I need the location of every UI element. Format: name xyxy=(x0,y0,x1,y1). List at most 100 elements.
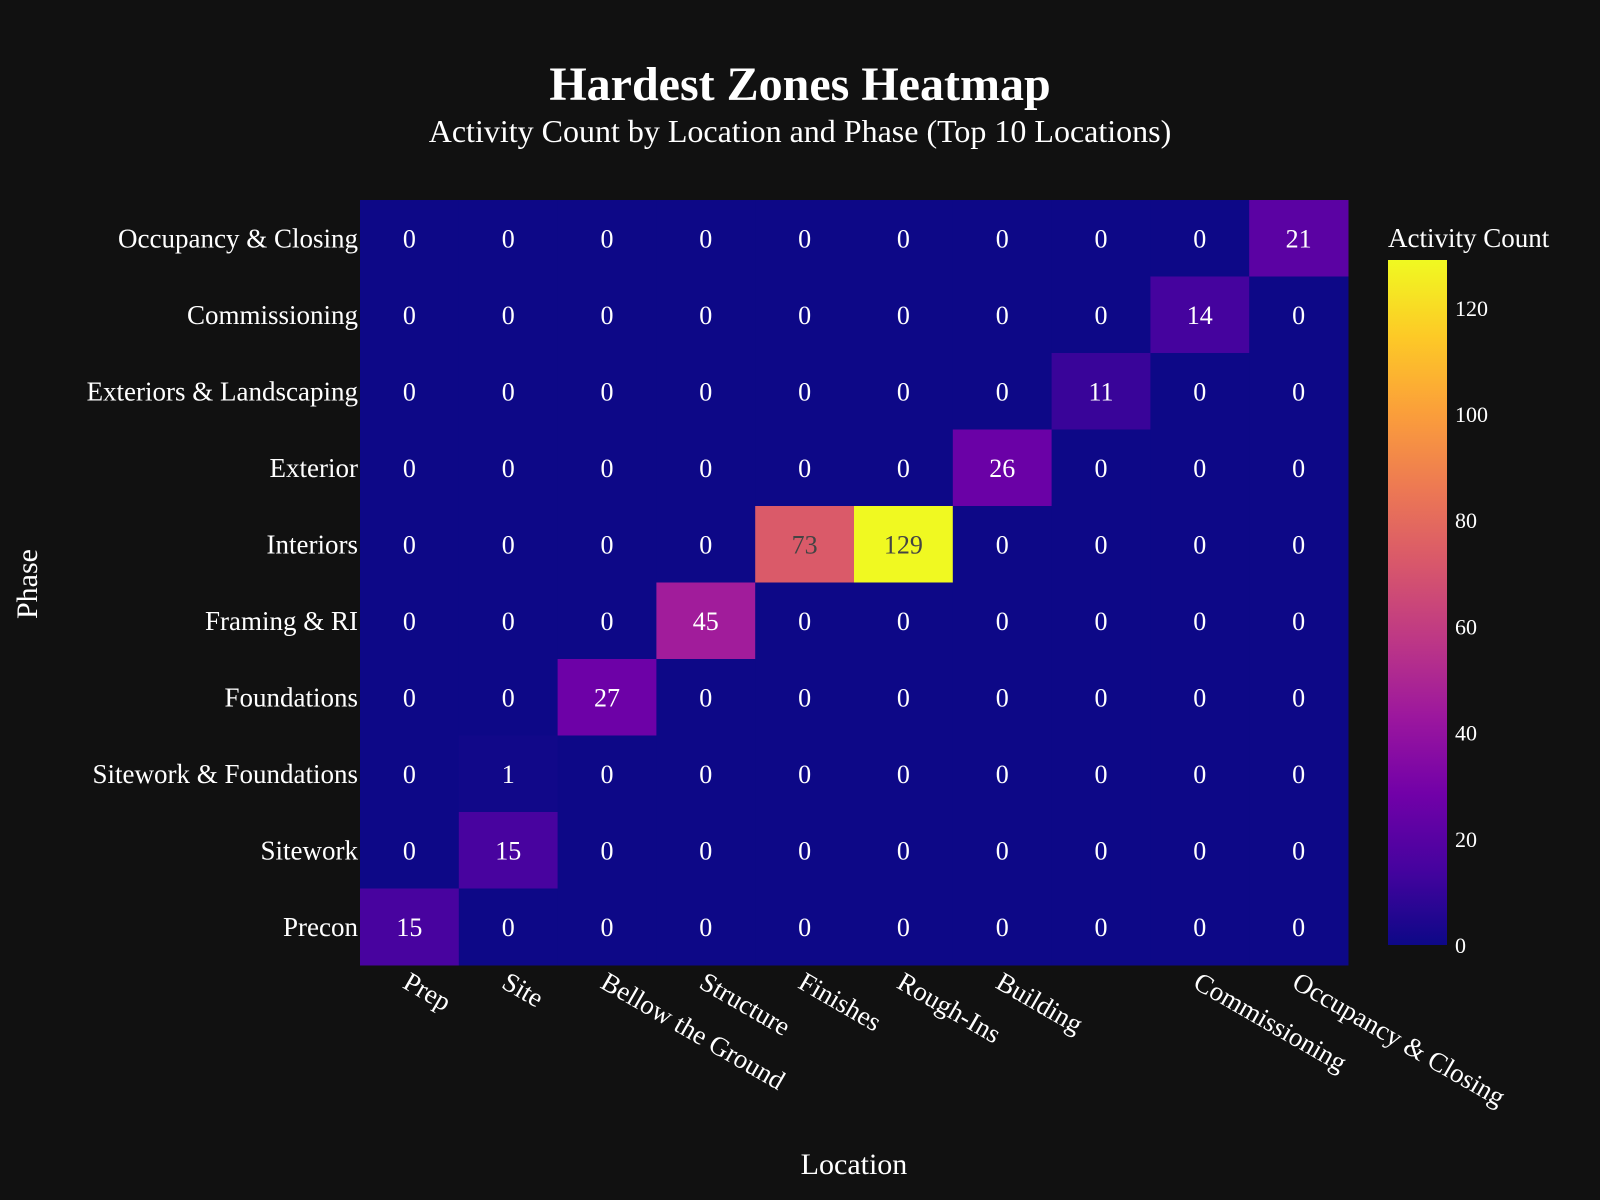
cell-value-label: 0 xyxy=(1095,607,1108,636)
colorbar-ticks: 0 20 40 60 80 100 120 xyxy=(1455,296,1488,958)
cell-value-label: 0 xyxy=(897,836,910,865)
cell-value-label: 0 xyxy=(798,913,811,942)
cell-value-label: 0 xyxy=(699,377,712,406)
cell-value-label: 15 xyxy=(495,836,521,865)
heatmap-cell xyxy=(1051,353,1151,430)
heatmap-cell xyxy=(1051,888,1151,966)
y-tick-label: Precon xyxy=(283,912,358,942)
cell-value-label: 0 xyxy=(798,607,811,636)
cell-value-label: 0 xyxy=(502,913,515,942)
cell-value-label: 0 xyxy=(502,530,515,559)
cell-value-label: 0 xyxy=(502,301,515,330)
heatmap-cell xyxy=(854,276,954,354)
heatmap-cell xyxy=(952,429,1053,507)
cell-value-label: 0 xyxy=(1193,224,1206,253)
cell-value-label: 0 xyxy=(1193,836,1206,865)
heatmap-cell xyxy=(1051,735,1151,813)
x-tick-label: Finishes xyxy=(794,966,887,1037)
cell-value-label: 0 xyxy=(1292,913,1305,942)
cell-value-label: 0 xyxy=(996,683,1009,712)
heatmap-cell xyxy=(952,506,1053,583)
heatmap-cell xyxy=(1150,735,1250,813)
heatmap-cell xyxy=(360,659,460,736)
cell-value-label: 0 xyxy=(1193,454,1206,483)
cell-value-label: 0 xyxy=(996,224,1009,253)
cell-value-label: 0 xyxy=(1095,836,1108,865)
cell-value-label: 0 xyxy=(996,530,1009,559)
cell-value-label: 0 xyxy=(601,301,614,330)
heatmap-cell xyxy=(360,506,460,583)
heatmap-cell xyxy=(656,429,756,507)
heatmap-cell xyxy=(854,582,954,660)
heatmap-cell xyxy=(656,582,756,660)
cell-value-label: 0 xyxy=(502,607,515,636)
heatmap-cell xyxy=(1051,200,1151,277)
heatmap-cell xyxy=(1051,582,1151,660)
heatmap-cell xyxy=(656,276,756,354)
heatmap-cell xyxy=(458,429,559,507)
cell-value-label: 0 xyxy=(601,760,614,789)
heatmap-cell xyxy=(557,812,657,889)
heatmap-cell xyxy=(1051,429,1151,507)
heatmap-cell xyxy=(755,812,855,889)
heatmap-cell xyxy=(952,735,1053,813)
colorbar-tick-label: 0 xyxy=(1455,933,1466,958)
heatmap-cell xyxy=(854,888,954,966)
cell-value-label: 14 xyxy=(1187,301,1213,330)
cell-value-label: 0 xyxy=(897,377,910,406)
cell-value-label: 0 xyxy=(1193,607,1206,636)
y-tick-label: Occupancy & Closing xyxy=(118,223,358,253)
heatmap-cell xyxy=(458,353,559,430)
heatmap-cell xyxy=(854,506,954,583)
heatmap-cell xyxy=(557,888,657,966)
cell-value-label: 0 xyxy=(699,836,712,865)
cell-value-label: 0 xyxy=(403,454,416,483)
heatmap-cell xyxy=(755,200,855,277)
heatmap-cell xyxy=(1249,582,1349,660)
heatmap-cell xyxy=(1249,506,1349,583)
cell-value-label: 0 xyxy=(897,607,910,636)
heatmap-cell xyxy=(557,735,657,813)
cell-value-label: 0 xyxy=(1193,760,1206,789)
cell-value-label: 0 xyxy=(1292,301,1305,330)
cell-value-label: 0 xyxy=(996,301,1009,330)
cell-value-label: 0 xyxy=(1095,760,1108,789)
cell-value-label: 0 xyxy=(601,530,614,559)
colorbar-tick-label: 100 xyxy=(1455,402,1488,427)
cell-value-label: 0 xyxy=(699,760,712,789)
cell-value-label: 0 xyxy=(798,454,811,483)
heatmap-cell xyxy=(854,812,954,889)
heatmap-cell xyxy=(557,353,657,430)
heatmap-cell xyxy=(1051,659,1151,736)
cell-value-label: 0 xyxy=(996,913,1009,942)
heatmap-cell xyxy=(1249,735,1349,813)
heatmap-cell xyxy=(360,888,460,966)
colorbar-title: Activity Count xyxy=(1388,223,1550,253)
heatmap-cell xyxy=(1150,200,1250,277)
cell-value-label: 0 xyxy=(1292,836,1305,865)
heatmap-cell xyxy=(557,582,657,660)
y-tick-label: Sitework & Foundations xyxy=(92,759,358,789)
heatmap-cell xyxy=(557,276,657,354)
heatmap-cell xyxy=(854,200,954,277)
heatmap-cell xyxy=(1150,506,1250,583)
heatmap-cell xyxy=(755,735,855,813)
cell-value-label: 0 xyxy=(1095,913,1108,942)
heatmap-cell xyxy=(854,735,954,813)
heatmap-cell xyxy=(1150,353,1250,430)
cell-value-label: 0 xyxy=(996,836,1009,865)
x-tick-label: Rough-Ins xyxy=(892,966,1006,1049)
heatmap-cell xyxy=(557,506,657,583)
cell-value-label: 0 xyxy=(1095,224,1108,253)
cell-value-label: 0 xyxy=(798,377,811,406)
heatmap-cell xyxy=(755,506,855,583)
heatmap-cell xyxy=(557,429,657,507)
heatmap-cell xyxy=(755,888,855,966)
cell-value-label: 0 xyxy=(403,836,416,865)
heatmap-cell xyxy=(952,888,1053,966)
chart-subtitle: Activity Count by Location and Phase (To… xyxy=(429,113,1172,149)
cell-value-label: 0 xyxy=(996,377,1009,406)
heatmap-cell xyxy=(952,812,1053,889)
cell-value-label: 0 xyxy=(601,913,614,942)
heatmap-cell xyxy=(952,659,1053,736)
